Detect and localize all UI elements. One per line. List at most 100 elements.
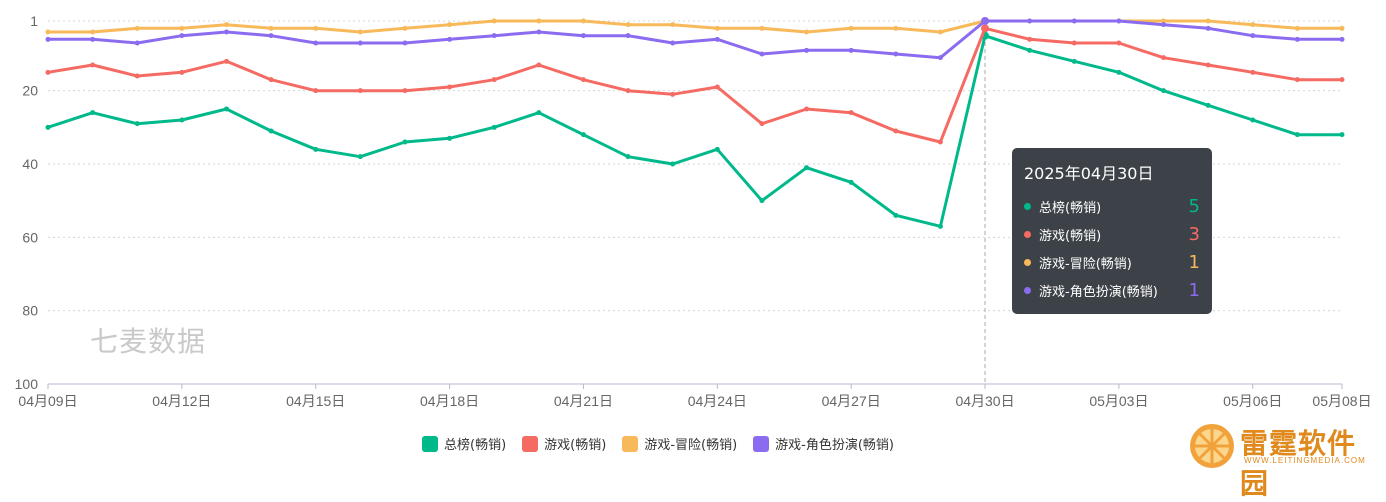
chart-tooltip: 2025年04月30日 总榜(畅销) 5 游戏(畅销) 3 游戏-冒险(畅销) … <box>1012 148 1212 314</box>
data-point <box>313 146 319 152</box>
data-point <box>491 33 497 39</box>
data-point <box>1250 69 1256 75</box>
y-tick-label: 1 <box>30 13 38 29</box>
data-point <box>1161 22 1167 28</box>
data-point <box>759 121 765 127</box>
data-point <box>893 51 899 57</box>
data-point <box>714 84 720 90</box>
data-point <box>536 110 542 116</box>
data-point <box>1250 117 1256 123</box>
data-point <box>268 128 274 134</box>
series-line <box>47 34 1342 228</box>
data-point <box>1339 77 1345 83</box>
data-point <box>179 69 185 75</box>
x-tick-label: 04月21日 <box>554 393 613 409</box>
y-tick-label: 80 <box>22 303 38 319</box>
tooltip-dot <box>1024 230 1031 238</box>
data-point <box>1294 25 1300 31</box>
data-point <box>45 69 51 75</box>
data-point <box>1250 33 1256 39</box>
data-point <box>179 33 185 39</box>
legend-swatch <box>622 435 639 452</box>
data-point <box>223 58 229 64</box>
data-point <box>1071 58 1077 64</box>
data-point <box>848 47 854 53</box>
data-point <box>491 18 497 24</box>
data-point <box>981 17 990 25</box>
tooltip-row: 游戏(畅销) 3 <box>1024 220 1200 248</box>
data-point <box>670 22 676 28</box>
data-point <box>1161 88 1167 94</box>
x-tick-label: 05月06日 <box>1223 393 1282 409</box>
data-point <box>1294 77 1300 83</box>
data-point <box>804 29 810 35</box>
watermark: 七麦数据 <box>90 325 207 358</box>
legend-label: 总榜(畅销) <box>444 438 507 453</box>
data-point <box>402 25 408 31</box>
x-tick-label: 04月09日 <box>18 393 77 409</box>
data-point <box>357 88 363 94</box>
data-point <box>402 88 408 94</box>
tooltip-dot <box>1024 286 1031 294</box>
x-tick-label: 05月08日 <box>1312 393 1371 409</box>
legend-item-total[interactable]: 总榜(畅销) <box>422 434 506 453</box>
x-axis: 04月09日 04月12日 04月15日 04月18日 04月21日 04月24日 04月2… <box>18 383 1372 409</box>
x-tick-label: 05月03日 <box>1089 393 1148 409</box>
data-point <box>804 106 810 112</box>
data-point <box>804 165 810 171</box>
data-point <box>491 77 497 83</box>
data-point <box>625 88 631 94</box>
legend-item-rpg[interactable]: 游戏-角色扮演(畅销) <box>753 434 894 453</box>
series-line <box>47 26 1342 144</box>
tooltip-series-value: 5 <box>1188 195 1200 217</box>
data-point <box>447 84 453 90</box>
data-point <box>580 132 586 138</box>
legend-item-games[interactable]: 游戏(畅销) <box>522 434 606 453</box>
tooltip-series-value: 3 <box>1188 223 1200 245</box>
data-point <box>1250 22 1256 28</box>
data-point <box>1294 132 1300 138</box>
tooltip-dot <box>1024 202 1031 210</box>
x-tick-label: 04月15日 <box>286 393 345 409</box>
legend-item-adventure[interactable]: 游戏-冒险(畅销) <box>622 434 737 453</box>
data-point <box>536 18 542 24</box>
data-point <box>536 29 542 35</box>
data-point <box>625 33 631 39</box>
tooltip-series-name: 游戏-冒险(畅销) <box>1039 256 1132 272</box>
data-point <box>1339 25 1345 31</box>
tooltip-series-name: 游戏-角色扮演(畅销) <box>1039 284 1158 300</box>
data-point <box>1205 25 1211 31</box>
data-point <box>90 62 96 68</box>
data-point <box>759 198 765 204</box>
data-point <box>45 36 51 42</box>
data-point <box>223 106 229 112</box>
data-point <box>1071 40 1077 46</box>
data-point <box>90 110 96 116</box>
legend-label: 游戏(畅销) <box>544 438 607 453</box>
data-point <box>223 22 229 28</box>
data-point <box>893 212 899 218</box>
data-point <box>134 73 140 79</box>
data-point <box>268 77 274 83</box>
series-lines <box>45 17 1345 229</box>
data-point <box>1205 102 1211 108</box>
legend-label: 游戏-角色扮演(畅销) <box>775 438 894 453</box>
data-point <box>402 139 408 145</box>
data-point <box>848 25 854 31</box>
data-point <box>45 124 51 130</box>
data-point <box>1071 18 1077 24</box>
data-point <box>313 25 319 31</box>
data-point <box>580 33 586 39</box>
data-point <box>759 25 765 31</box>
grid-lines <box>48 20 1342 312</box>
data-point <box>1116 18 1122 24</box>
data-point <box>893 128 899 134</box>
data-point <box>223 29 229 35</box>
data-point <box>1161 18 1167 24</box>
data-point <box>759 51 765 57</box>
data-point <box>447 36 453 42</box>
x-tick-label: 04月18日 <box>420 393 479 409</box>
data-point <box>134 121 140 127</box>
y-tick-label: 40 <box>22 156 38 172</box>
